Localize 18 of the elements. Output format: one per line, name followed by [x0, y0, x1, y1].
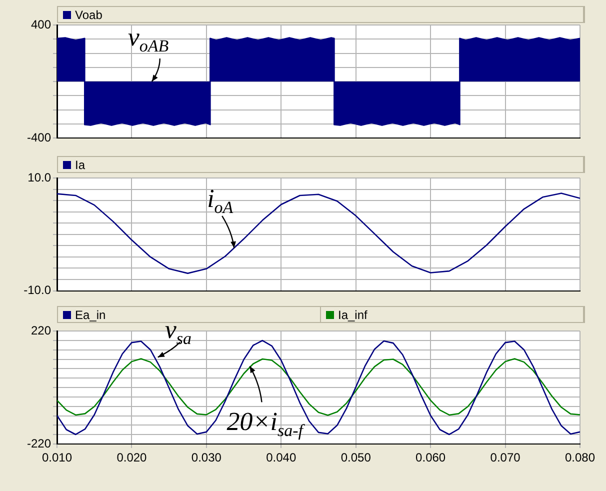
x-tick-label: 0.070: [490, 450, 521, 465]
y-tick-label: 400: [30, 17, 52, 32]
y-tick-label: -220: [26, 436, 52, 450]
legend-label: Voab: [75, 8, 102, 22]
x-tick-label: 0.030: [191, 450, 222, 465]
legend-label: Ea_in: [75, 308, 106, 322]
x-tick-label: 0.010: [42, 450, 72, 465]
x-tick-label: 0.020: [116, 450, 148, 465]
legend-label: Ia: [75, 158, 86, 172]
y-tick-label: -400: [26, 130, 52, 144]
x-tick-label: 0.040: [266, 450, 296, 465]
x-tick-label: 0.050: [340, 450, 372, 465]
y-tick-label: 10.0: [28, 170, 52, 184]
y-tick-label: 220: [30, 323, 52, 338]
legend-label: Ia_inf: [338, 308, 368, 322]
x-tick-label: 0.080: [564, 450, 596, 465]
x-tick-label: 0.060: [416, 450, 446, 465]
y-tick-label: -10.0: [24, 283, 52, 298]
